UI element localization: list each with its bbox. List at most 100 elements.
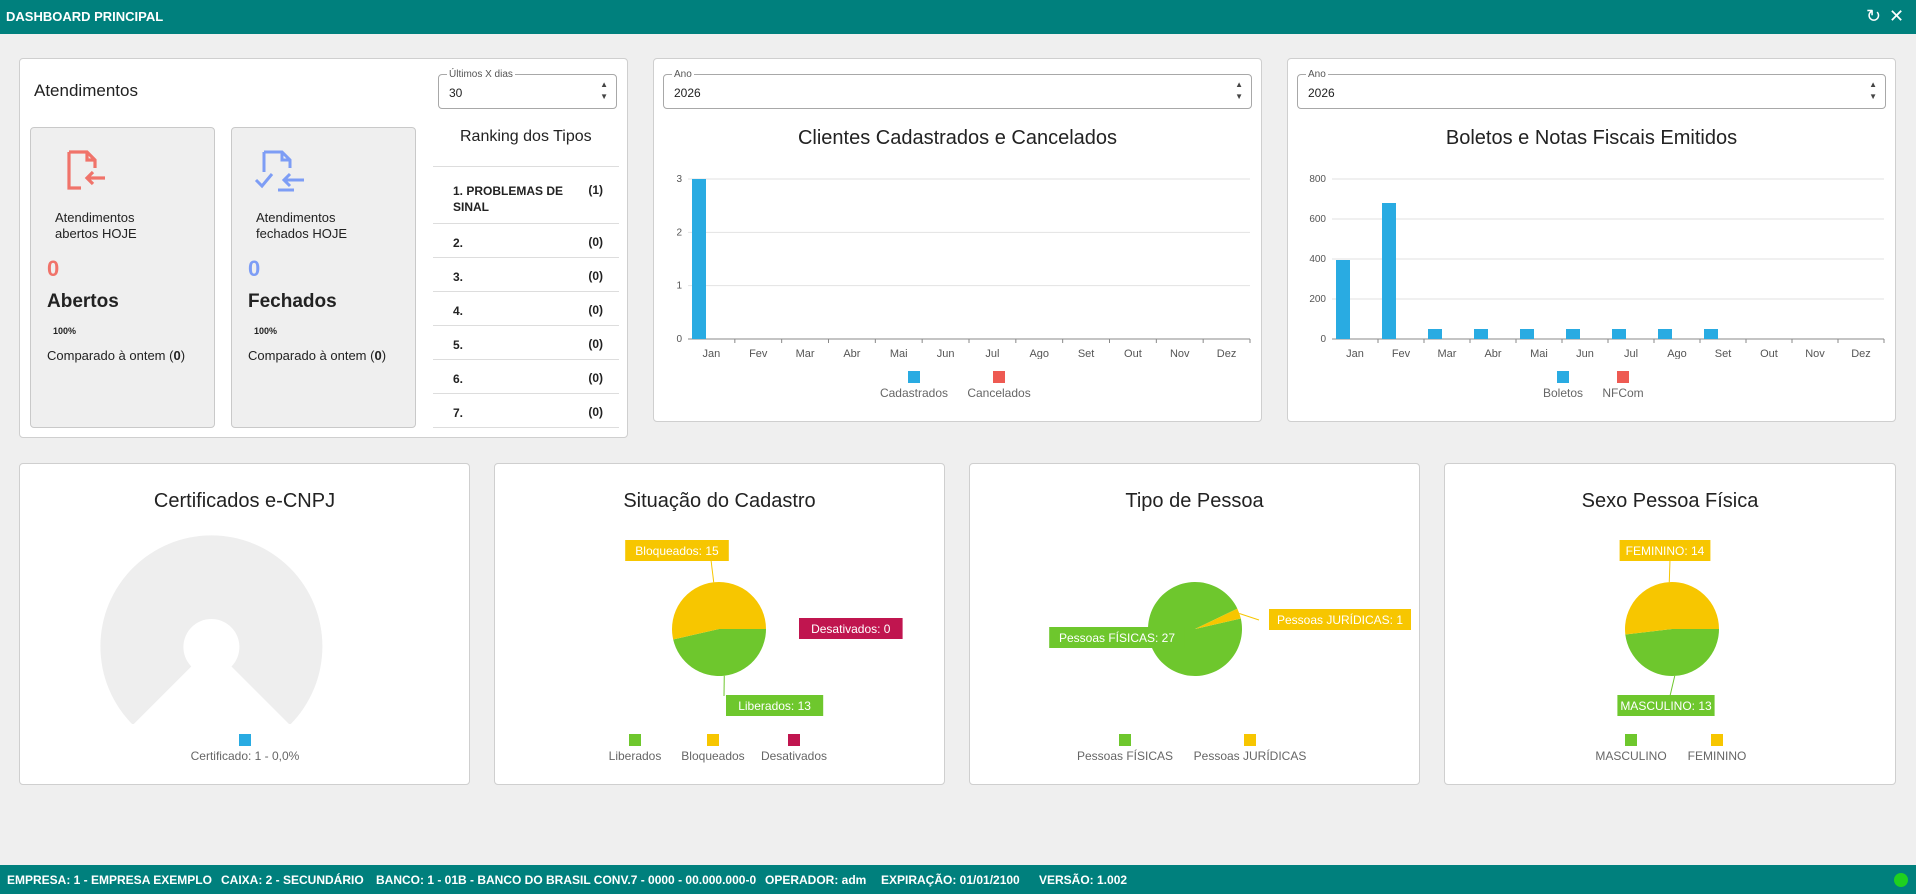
boletos-chart-title: Boletos e Notas Fiscais Emitidos (1445, 127, 1738, 149)
x-tick-label: Ago (1667, 348, 1687, 359)
x-tick-label: Jun (1576, 348, 1594, 359)
slice-tag (1049, 627, 1185, 648)
ranking-row: 6. (0) (433, 360, 619, 394)
refresh-icon[interactable]: ↻ (1866, 6, 1882, 26)
clientes-chart-title: Clientes Cadastrados e Cancelados (797, 127, 1118, 149)
y-tick-label: 400 (1309, 254, 1326, 265)
dias-filter-input[interactable]: Últimos X dias 30 ▲ ▼ (438, 69, 617, 109)
legend-swatch (908, 371, 920, 383)
bar[interactable] (1520, 329, 1534, 339)
bar[interactable] (1336, 260, 1350, 339)
x-tick-label: Mai (1530, 348, 1548, 359)
atendimentos-title: Atendimentos (34, 81, 138, 100)
abertos-compare: Comparado à ontem (0) (47, 348, 186, 363)
bar[interactable] (1382, 203, 1396, 339)
legend-liberados[interactable]: Liberados (595, 734, 675, 763)
window-title: DASHBOARD PRINCIPAL (6, 9, 164, 24)
chevron-updown-icon[interactable]: ▲ ▼ (1235, 80, 1243, 101)
bar[interactable] (1428, 329, 1442, 339)
x-tick-label: Jan (703, 348, 721, 359)
y-tick-label: 3 (676, 174, 682, 185)
x-tick-label: Dez (1217, 348, 1237, 359)
bar[interactable] (1658, 329, 1672, 339)
certificado-slice[interactable] (100, 535, 323, 724)
label-leader-line (1668, 559, 1671, 583)
status-bar: EMPRESA: 1 - EMPRESA EXEMPLO CAIXA: 2 - … (0, 865, 1916, 894)
sexo-title: Sexo Pessoa Física (1581, 490, 1759, 512)
x-tick-label: Nov (1805, 348, 1825, 359)
abertos-label: Atendimentos abertos HOJE (55, 210, 137, 241)
clientes-bar-chart: 0 1 2 3 Jan Fev Mar Abr Mai Jun Jul Ago Set Out Nov Dez (676, 174, 1251, 359)
legend-swatch (629, 734, 641, 746)
ranking-row: 3. (0) (433, 258, 619, 292)
legend-swatch (1711, 734, 1723, 746)
legend-cadastrados[interactable]: Cadastrados (874, 371, 954, 400)
sexo-card: Sexo Pessoa Física MASCULINO: 13 FEMININO… (1444, 463, 1896, 785)
x-tick-label: Set (1078, 348, 1095, 359)
legend-pessoas-juridicas[interactable]: Pessoas JURÍDICAS (1188, 734, 1312, 763)
pie-slice[interactable] (1625, 629, 1719, 676)
atendimentos-card: Atendimentos Últimos X dias 30 ▲ ▼ Atendi… (19, 58, 628, 438)
ranking-name: 6. (453, 372, 464, 386)
legend-swatch (707, 734, 719, 746)
sexo-pie: MASCULINO: 13 FEMININO: 14 (1617, 540, 1719, 716)
label-leader-line (1239, 613, 1260, 621)
abertos-count: 0 (47, 256, 60, 281)
pie-slice[interactable] (1148, 581, 1242, 676)
bar[interactable] (1566, 329, 1580, 339)
y-tick-label: 0 (1320, 334, 1326, 345)
certificados-card: Certificados e-CNPJ Certificado: 1 - 0,0… (19, 463, 470, 785)
legend-feminino[interactable]: FEMININO (1677, 734, 1757, 763)
bar[interactable] (1612, 329, 1626, 339)
legend-bloqueados[interactable]: Bloqueados (673, 734, 753, 763)
ranking-row: 1. PROBLEMAS DE SINAL (1) (433, 166, 619, 224)
file-check-arrow-icon (254, 150, 304, 192)
label-leader-line (710, 559, 715, 583)
ranking-name: 1. PROBLEMAS DE SINAL (453, 184, 564, 214)
situacao-title: Situação do Cadastro (623, 490, 816, 512)
ranking-count: (1) (588, 183, 603, 197)
legend-pessoas-fisicas[interactable]: Pessoas FÍSICAS (1070, 734, 1180, 763)
legend-desativados[interactable]: Desativados (751, 734, 837, 763)
bar[interactable] (1474, 329, 1488, 339)
situacao-card: Situação do Cadastro Liberados: 13 Bloque… (494, 463, 945, 785)
legend-swatch (1557, 371, 1569, 383)
legend-cancelados[interactable]: Cancelados (959, 371, 1039, 400)
ranking-row: 7. (0) (433, 394, 619, 428)
pie-slice[interactable] (673, 629, 766, 676)
chevron-updown-icon[interactable]: ▲ ▼ (1869, 80, 1877, 101)
ranking-count: (0) (588, 235, 603, 249)
clientes-ano-value: 2026 (674, 86, 701, 100)
legend-swatch (239, 734, 251, 746)
legend-swatch (1617, 371, 1629, 383)
pie-slice[interactable] (672, 582, 766, 640)
ranking-row: 2. (0) (433, 224, 619, 258)
dias-filter-legend: Últimos X dias (447, 69, 515, 80)
fechados-compare: Comparado à ontem (0) (248, 348, 387, 363)
legend-boletos[interactable]: Boletos (1533, 371, 1593, 400)
certificados-donut (100, 535, 323, 724)
legend-nfcom[interactable]: NFCom (1593, 371, 1653, 400)
bar[interactable] (692, 179, 706, 339)
stepper-icon[interactable]: ▲ ▼ (600, 80, 608, 101)
fechados-card: Atendimentos fechados HOJE 0 Fechados 10… (231, 127, 416, 428)
legend-masculino[interactable]: MASCULINO (1591, 734, 1671, 763)
ranking-name: 7. (453, 406, 464, 420)
boletos-ano-select[interactable]: Ano 2026 ▲ ▼ (1297, 69, 1886, 109)
slice-tag (726, 695, 824, 716)
pie-slice[interactable] (1195, 608, 1241, 629)
tipo-pessoa-pie: Pessoas FÍSICAS: 27 Pessoas JURÍDICAS: 1 (1049, 581, 1411, 676)
x-tick-label: Out (1124, 348, 1142, 359)
bar[interactable] (1704, 329, 1718, 339)
y-tick-label: 600 (1309, 214, 1326, 225)
label-leader-line (1669, 675, 1676, 697)
ranking-count: (0) (588, 371, 603, 385)
clientes-ano-select[interactable]: Ano 2026 ▲ ▼ (663, 69, 1252, 109)
pie-slice[interactable] (1625, 582, 1719, 635)
legend-swatch (1625, 734, 1637, 746)
legend-certificado[interactable]: Certificado: 1 - 0,0% (145, 734, 345, 763)
close-icon[interactable]: ✕ (1889, 6, 1905, 26)
slice-tag-label: Desativados: 0 (811, 622, 891, 636)
slice-tag-label: MASCULINO: 13 (1620, 699, 1712, 713)
status-operador: OPERADOR: adm (765, 873, 867, 887)
